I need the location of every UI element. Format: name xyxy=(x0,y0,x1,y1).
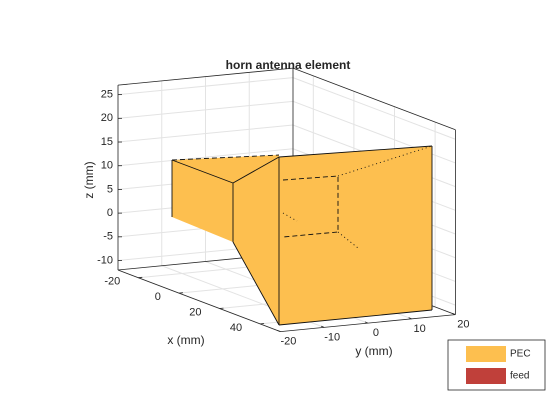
x-axis-label: x (mm) xyxy=(167,333,204,347)
y-tick-label: 20 xyxy=(457,319,469,331)
edge xyxy=(171,159,234,184)
axis-box-edge xyxy=(117,67,294,86)
x-tick-label: 40 xyxy=(230,322,242,334)
z-tick-label: -5 xyxy=(103,231,113,243)
y-tick xyxy=(321,325,325,328)
z-axis-label: z (mm) xyxy=(82,161,96,198)
x-tick-label: 20 xyxy=(189,306,201,318)
legend-label: feed xyxy=(510,371,529,382)
x-axis-line xyxy=(117,269,281,332)
y-tick xyxy=(364,321,369,324)
z-tick-label: 10 xyxy=(101,160,113,172)
y-tick-label: 0 xyxy=(373,327,379,339)
y-tick-label: 10 xyxy=(414,323,426,335)
z-tick-label: 15 xyxy=(101,136,113,148)
hidden-edge xyxy=(337,231,359,249)
chart-title: horn antenna element xyxy=(226,58,351,72)
legend-swatch xyxy=(466,346,506,362)
axes: -10 -5 0 5 10 15 20 25 -20 0 20 40 -20 -10 0 10 20 xyxy=(97,89,469,348)
edge xyxy=(232,156,280,184)
y-tick xyxy=(452,313,456,315)
legend: PEC feed xyxy=(447,339,546,391)
grid-line xyxy=(292,77,456,140)
hidden-edge xyxy=(282,212,298,222)
z-tick-label: 20 xyxy=(101,112,113,124)
hidden-edge xyxy=(282,175,339,238)
horn-antenna xyxy=(171,145,433,326)
edge xyxy=(278,309,433,326)
y-tick xyxy=(408,317,412,320)
edge xyxy=(232,241,280,326)
edge xyxy=(278,145,433,158)
legend-swatch xyxy=(466,368,506,384)
x-tick-label: 0 xyxy=(155,291,161,303)
hidden-edge xyxy=(171,154,280,161)
y-tick xyxy=(277,330,281,332)
waveguide-face xyxy=(172,160,233,242)
z-tick-label: 5 xyxy=(107,183,113,195)
axis-box-edge xyxy=(292,67,456,131)
z-tick-label: 0 xyxy=(107,207,113,219)
horn-flare xyxy=(233,146,432,325)
z-tick-label: -10 xyxy=(97,254,113,266)
z-tick-label: 25 xyxy=(101,89,113,101)
y-axis-label: y (mm) xyxy=(355,344,392,358)
legend-label: PEC xyxy=(510,349,531,360)
y-tick-label: -10 xyxy=(324,331,340,343)
waveguide-top xyxy=(172,155,279,183)
hidden-edge xyxy=(337,145,433,177)
x-tick-label: -20 xyxy=(104,276,120,288)
y-tick-label: -20 xyxy=(280,336,296,348)
